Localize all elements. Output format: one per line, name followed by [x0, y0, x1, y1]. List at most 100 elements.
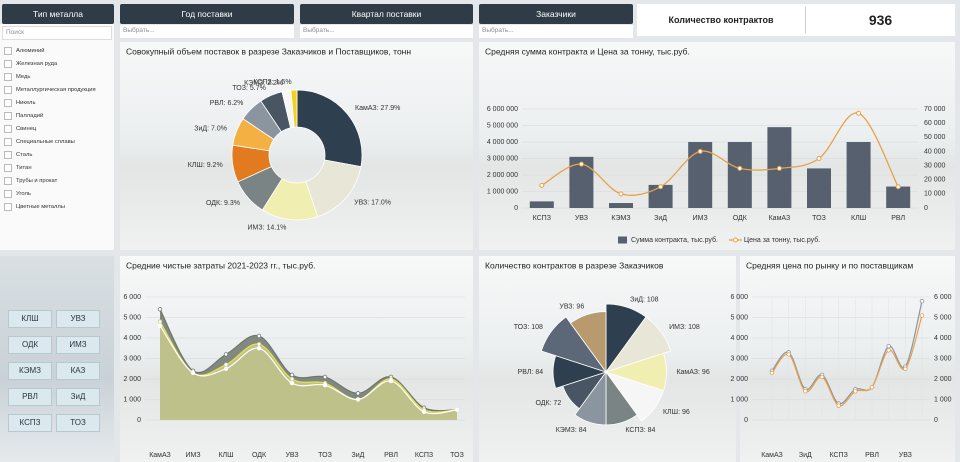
line-point	[697, 148, 703, 154]
customer-button[interactable]: ЗиД	[56, 388, 100, 406]
point	[289, 376, 295, 382]
filter-option[interactable]: Цветные металлы	[0, 200, 114, 213]
data-label: ЗиД: 7.0%	[194, 125, 227, 132]
customer-button[interactable]: КЭМЗ	[8, 362, 52, 380]
line-point	[776, 165, 782, 171]
filter-select[interactable]: Выбрать...	[300, 25, 473, 38]
x-tick-label: УВЗ	[899, 452, 912, 459]
filter-option[interactable]: Сталь	[0, 148, 114, 161]
filter-option[interactable]: Алюминий	[0, 44, 114, 57]
checkbox[interactable]	[4, 202, 12, 211]
point	[223, 366, 229, 371]
data-label: КСПЗ: 1.5%	[253, 79, 291, 86]
filter-option[interactable]: Титан	[0, 161, 114, 174]
checkbox[interactable]	[4, 98, 12, 107]
kpi-label: Количество контрактов	[637, 7, 806, 33]
line-point	[919, 313, 925, 318]
filter-option[interactable]: Палладий	[0, 109, 114, 122]
line-point	[856, 110, 862, 116]
checkbox[interactable]	[4, 176, 12, 185]
data-label: РВЛ: 6.2%	[210, 100, 244, 107]
line-point	[836, 403, 841, 408]
customer-button[interactable]: ОДК	[8, 336, 52, 354]
filter-option[interactable]: Железная руда	[0, 57, 114, 70]
chart-title: Средняя сумма контракта и Цена за тонну,…	[485, 46, 690, 56]
tick-label: 1 000	[730, 396, 748, 403]
line-point	[895, 184, 901, 190]
line-point	[578, 161, 584, 167]
filter-option[interactable]: Металлургическая продукция	[0, 83, 114, 96]
filter-option[interactable]: Свинец	[0, 122, 114, 135]
filter-option[interactable]: Медь	[0, 70, 114, 83]
data-label: ТОЗ: 108	[514, 324, 543, 331]
checkbox[interactable]	[4, 59, 12, 68]
search-input[interactable]: Поиск	[2, 26, 112, 40]
bar	[807, 168, 831, 208]
x-tick-label: РВЛ	[891, 215, 905, 222]
x-tick-label: ЗиД	[799, 452, 812, 459]
legend-swatch	[732, 237, 738, 243]
filter-header: Тип металла	[2, 4, 114, 24]
option-label: Трубы и прокат	[16, 177, 58, 184]
area	[160, 321, 457, 420]
filter-option[interactable]: Уголь	[0, 187, 114, 200]
filter-header: Квартал поставки	[300, 4, 473, 24]
tick-label: 4 000 000	[487, 139, 518, 146]
point	[322, 382, 328, 388]
option-label: Свинец	[16, 125, 37, 132]
x-tick-label: ОДК	[252, 452, 267, 459]
checkbox[interactable]	[4, 46, 12, 55]
data-label: КамАЗ: 27.9%	[355, 105, 400, 112]
chart-title: Совокупный объем поставок в разрезе Зака…	[126, 46, 411, 56]
point	[421, 409, 427, 414]
chart-title: Средняя цена по рынку и по поставщикам	[746, 260, 913, 270]
filter-option[interactable]: Трубы и прокат	[0, 174, 114, 187]
filter-option[interactable]: Специальные сплавы	[0, 135, 114, 148]
point	[256, 341, 262, 347]
checkbox[interactable]	[4, 124, 12, 133]
option-label: Уголь	[16, 190, 31, 197]
checkbox[interactable]	[4, 85, 12, 94]
filter-select[interactable]: Выбрать...	[120, 25, 294, 38]
customer-button[interactable]: ИМЗ	[56, 336, 100, 354]
checkbox[interactable]	[4, 150, 12, 159]
tick-label: 0	[514, 205, 518, 212]
line	[159, 309, 458, 412]
customer-button[interactable]: КЛШ	[8, 310, 52, 328]
data-label: УВЗ: 17.0%	[354, 200, 391, 207]
line-point	[816, 156, 822, 161]
tick-label: 3 000 000	[487, 155, 518, 162]
tick-label: 6 000	[934, 294, 952, 301]
customer-button[interactable]: УВЗ	[56, 310, 100, 328]
filter-option[interactable]: Никель	[0, 96, 114, 109]
tick-label: 0	[744, 417, 748, 424]
checkbox[interactable]	[4, 72, 12, 81]
customer-button[interactable]: КСПЗ	[8, 414, 52, 432]
customer-button[interactable]: ТОЗ	[56, 414, 100, 432]
tick-label: 4 000	[730, 335, 748, 342]
checkbox[interactable]	[4, 137, 12, 146]
line-point	[769, 370, 775, 376]
checkbox[interactable]	[4, 189, 12, 198]
x-tick-label: УВЗ	[575, 215, 588, 222]
line	[159, 321, 458, 413]
x-tick-label: ТОЗ	[812, 215, 826, 222]
x-tick-label: КЛШ	[218, 452, 233, 459]
tick-label: 20 000	[924, 177, 946, 184]
customer-button[interactable]: КАЗ	[56, 362, 100, 380]
filter-select[interactable]: Выбрать...	[479, 25, 633, 38]
tick-label: 1 000 000	[487, 188, 518, 195]
customer-button[interactable]: РВЛ	[8, 388, 52, 406]
checkbox[interactable]	[4, 111, 12, 120]
x-tick-label: КЭМЗ	[611, 215, 630, 222]
tick-label: 5 000	[730, 314, 748, 321]
data-label: ИМЗ: 108	[669, 324, 700, 331]
x-tick-label: ТОЗ	[318, 452, 332, 459]
option-label: Титан	[16, 164, 32, 171]
x-tick-label: КСПЗ	[533, 215, 551, 222]
x-tick-label: ОДК	[733, 215, 748, 222]
checkbox[interactable]	[4, 163, 12, 172]
x-tick-label: РВЛ	[384, 452, 398, 459]
